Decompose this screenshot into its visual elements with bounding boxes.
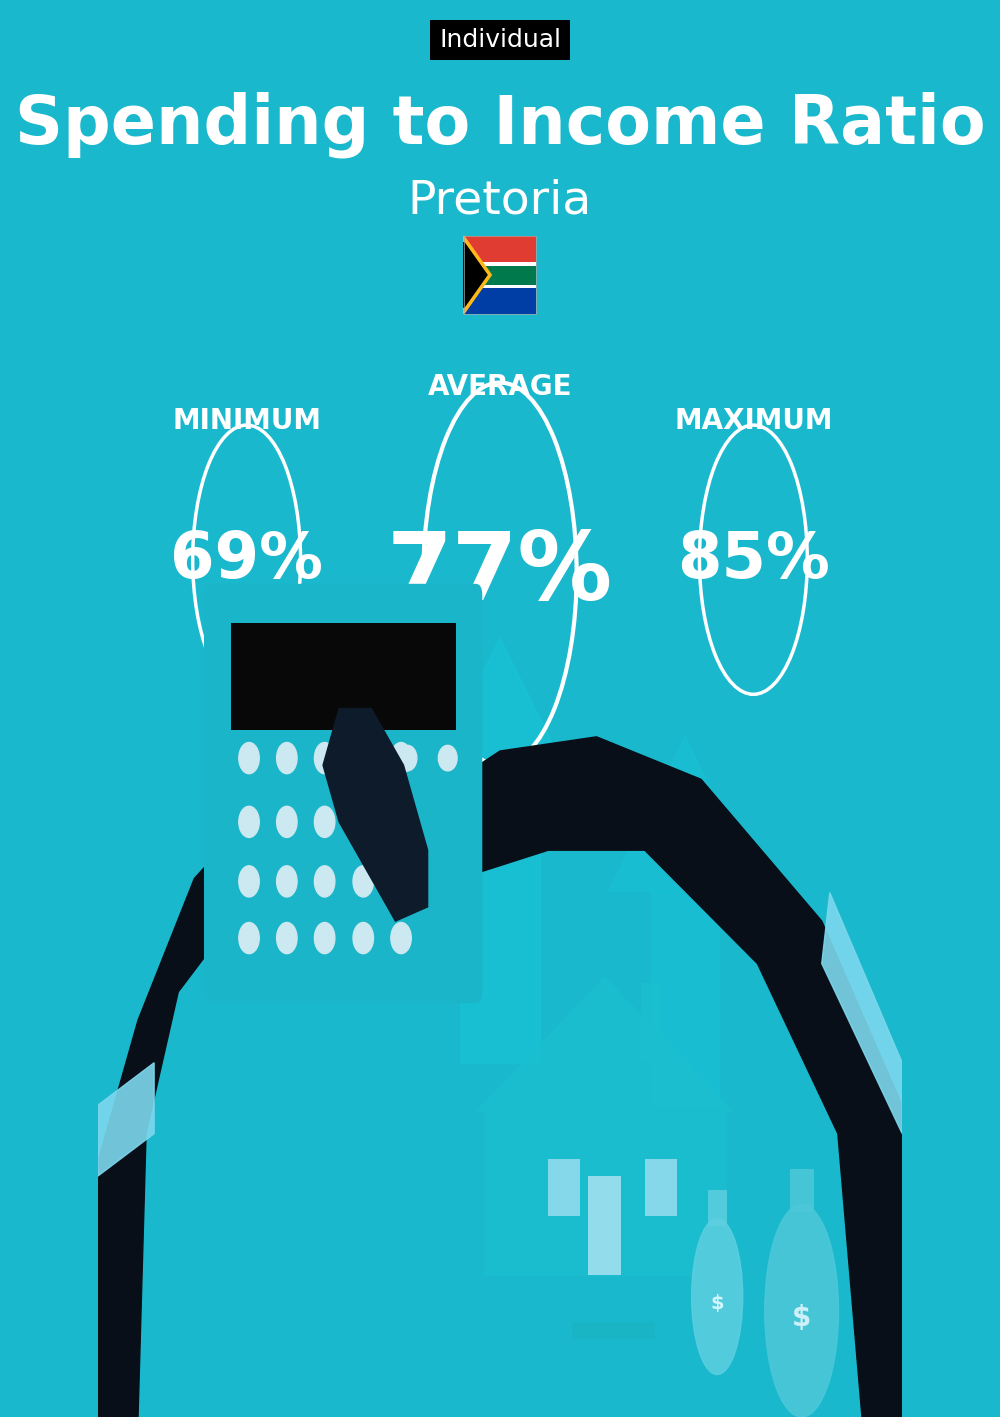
FancyBboxPatch shape [464, 288, 536, 315]
Ellipse shape [314, 743, 335, 774]
Polygon shape [275, 666, 347, 907]
Polygon shape [403, 737, 902, 1417]
FancyBboxPatch shape [572, 1322, 617, 1339]
Text: Spending to Income Ratio: Spending to Income Ratio [15, 92, 985, 157]
Polygon shape [822, 893, 902, 1134]
Polygon shape [412, 638, 588, 816]
Ellipse shape [391, 866, 411, 897]
FancyBboxPatch shape [464, 262, 536, 265]
Text: Pretoria: Pretoria [408, 179, 592, 224]
FancyBboxPatch shape [231, 623, 456, 730]
Ellipse shape [438, 745, 457, 771]
Ellipse shape [239, 806, 259, 837]
FancyBboxPatch shape [645, 1159, 677, 1216]
Text: Individual: Individual [439, 28, 561, 51]
Polygon shape [476, 978, 733, 1111]
Text: 85%: 85% [677, 529, 830, 591]
FancyBboxPatch shape [592, 1322, 636, 1339]
Ellipse shape [239, 866, 259, 897]
Ellipse shape [353, 866, 373, 897]
Text: MAXIMUM: MAXIMUM [674, 407, 833, 435]
Ellipse shape [391, 922, 411, 954]
Polygon shape [98, 1063, 154, 1176]
Text: MINIMUM: MINIMUM [172, 407, 321, 435]
FancyBboxPatch shape [611, 1322, 655, 1339]
Ellipse shape [314, 806, 335, 837]
Polygon shape [609, 737, 761, 891]
Text: $: $ [792, 1304, 811, 1332]
FancyBboxPatch shape [708, 1190, 727, 1226]
Polygon shape [98, 779, 371, 1417]
FancyBboxPatch shape [582, 1322, 626, 1339]
FancyBboxPatch shape [430, 20, 570, 60]
Ellipse shape [398, 745, 417, 771]
Ellipse shape [692, 1219, 743, 1374]
Ellipse shape [277, 866, 297, 897]
Ellipse shape [353, 743, 373, 774]
Ellipse shape [239, 743, 259, 774]
Text: 69%: 69% [170, 529, 323, 591]
FancyBboxPatch shape [548, 1159, 580, 1216]
Ellipse shape [391, 743, 411, 774]
Text: $: $ [710, 1294, 724, 1314]
Ellipse shape [314, 866, 335, 897]
Polygon shape [323, 708, 428, 921]
Ellipse shape [353, 806, 373, 837]
FancyBboxPatch shape [464, 265, 536, 285]
FancyBboxPatch shape [204, 584, 482, 1003]
Ellipse shape [353, 922, 373, 954]
Polygon shape [484, 1111, 725, 1275]
Polygon shape [464, 242, 487, 307]
Polygon shape [460, 816, 540, 1063]
Text: AVERAGE: AVERAGE [428, 373, 572, 401]
Ellipse shape [765, 1204, 839, 1417]
Ellipse shape [277, 743, 297, 774]
Ellipse shape [314, 922, 335, 954]
Ellipse shape [239, 922, 259, 954]
Polygon shape [651, 891, 719, 1105]
FancyBboxPatch shape [464, 235, 536, 315]
Ellipse shape [277, 922, 297, 954]
FancyBboxPatch shape [641, 983, 661, 1061]
FancyBboxPatch shape [790, 1169, 814, 1212]
Ellipse shape [277, 806, 297, 837]
Ellipse shape [391, 806, 411, 837]
Text: 77%: 77% [387, 529, 613, 619]
FancyBboxPatch shape [601, 1322, 646, 1339]
FancyBboxPatch shape [464, 285, 536, 288]
FancyBboxPatch shape [588, 1176, 621, 1275]
Polygon shape [464, 237, 491, 315]
